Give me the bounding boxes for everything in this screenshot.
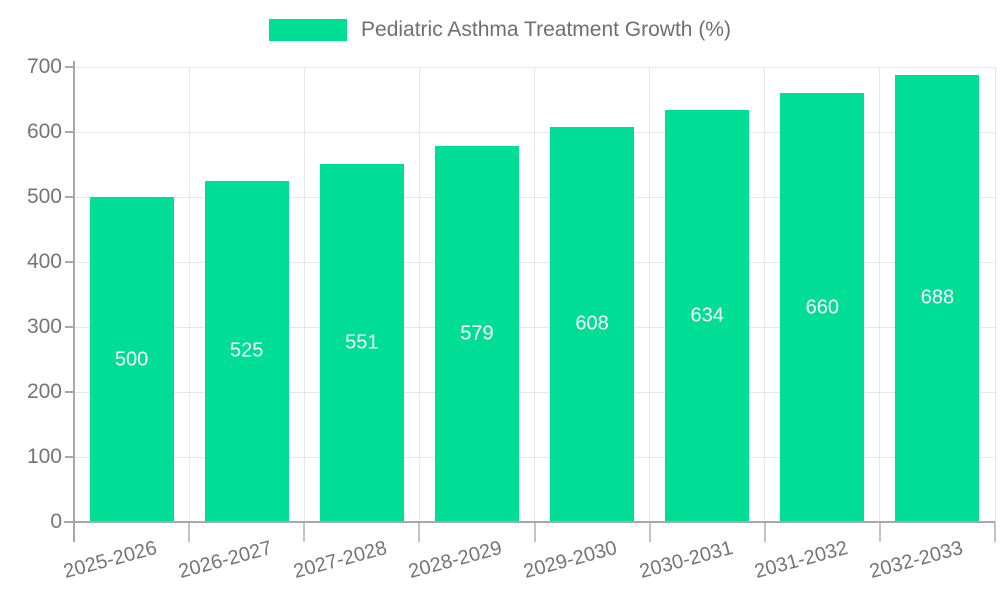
x-tick-label: 2030-2031 [636, 537, 735, 584]
y-tick-label: 300 [26, 315, 62, 338]
bar-value-label: 500 [114, 348, 149, 370]
y-tick-mark [65, 326, 74, 328]
y-tick-mark [65, 261, 74, 263]
y-tick-mark [65, 196, 74, 198]
bar-value-label: 688 [920, 286, 955, 309]
x-tick-label: 2029-2030 [521, 537, 620, 584]
bar[interactable] [319, 163, 404, 521]
bar-value-label: 608 [575, 312, 609, 335]
x-tick-mark [994, 522, 996, 542]
y-tick-label: 100 [26, 445, 62, 468]
x-tick-mark [533, 522, 536, 542]
y-tick-label: 600 [26, 120, 62, 143]
x-tick-mark [303, 522, 306, 542]
y-axis-line [73, 61, 75, 542]
bar[interactable] [665, 109, 750, 521]
y-tick-label: 400 [26, 250, 62, 273]
x-tick-mark [878, 522, 881, 542]
gridline-v [303, 67, 305, 522]
y-tick-label: 500 [26, 185, 62, 208]
x-tick-mark [648, 522, 651, 542]
bar-value-label: 634 [690, 304, 724, 327]
legend-label: Pediatric Asthma Treatment Growth (%) [361, 18, 731, 41]
y-tick-mark [65, 66, 74, 68]
x-tick-label: 2025-2026 [61, 537, 160, 584]
x-tick-label: 2032-2033 [867, 537, 966, 584]
legend-swatch [269, 19, 348, 41]
bar[interactable] [550, 126, 635, 521]
gridline-v [534, 67, 535, 522]
gridline-v [994, 67, 996, 522]
gridline-v [764, 67, 766, 522]
bar[interactable] [895, 74, 980, 521]
bar[interactable] [780, 93, 865, 521]
y-tick-mark [65, 131, 74, 133]
bar-value-label: 525 [230, 339, 264, 362]
gridline-v [418, 67, 420, 522]
x-tick-label: 2027-2028 [291, 537, 390, 584]
bar[interactable] [434, 145, 519, 521]
bar-value-label: 579 [460, 322, 494, 345]
bar-value-label: 551 [345, 331, 379, 354]
x-tick-mark [418, 522, 421, 542]
y-tick-label: 700 [26, 55, 62, 78]
y-tick-mark [65, 391, 74, 393]
y-tick-mark [65, 456, 74, 458]
x-tick-label: 2031-2032 [751, 537, 851, 584]
chart-legend[interactable]: Pediatric Asthma Treatment Growth (%) [0, 18, 1000, 42]
x-tick-label: 2026-2027 [176, 537, 275, 584]
bar-value-label: 660 [805, 296, 839, 318]
gridline-v [879, 67, 881, 522]
x-tick-label: 2028-2029 [406, 537, 505, 584]
bar[interactable] [204, 180, 289, 521]
x-axis-line [64, 521, 995, 523]
y-tick-label: 200 [26, 380, 62, 403]
x-tick-mark [763, 522, 766, 542]
y-tick-label: 0 [50, 510, 62, 533]
bar[interactable] [89, 197, 174, 521]
x-tick-mark [188, 522, 191, 542]
gridline-v [188, 67, 190, 522]
gridline-v [649, 67, 651, 522]
